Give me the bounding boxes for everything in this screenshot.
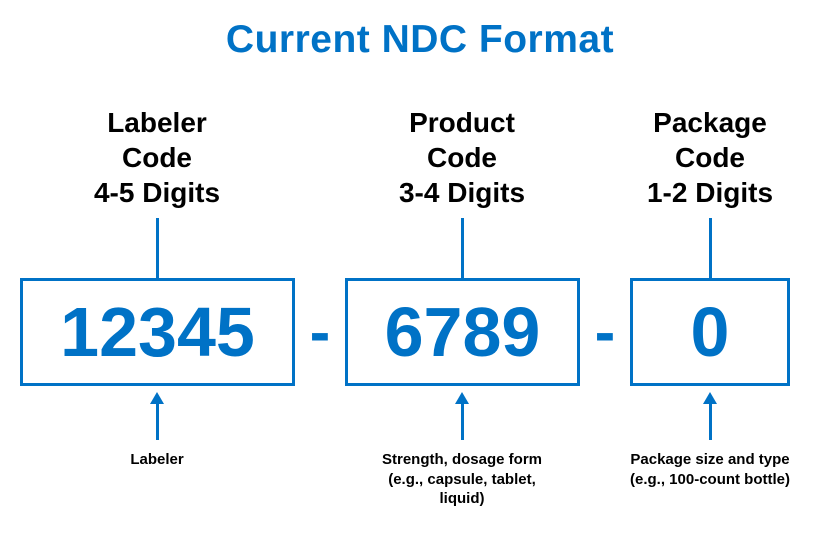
arrowhead-product [455, 392, 469, 404]
arrowhead-labeler [150, 392, 164, 404]
top-connector-labeler [156, 218, 159, 278]
page-title: Current NDC Format [0, 0, 840, 62]
bottom-connector-product [461, 402, 464, 440]
code-value-labeler: 12345 [60, 292, 255, 372]
bottom-connector-package [709, 402, 712, 440]
bottom-label-labeler: Labeler [97, 450, 217, 470]
code-box-product: 6789 [345, 278, 580, 386]
code-box-labeler: 12345 [20, 278, 295, 386]
code-row: 12345 - 6789 - 0 [0, 278, 840, 386]
top-label-labeler: Labeler Code 4-5 Digits [57, 105, 257, 210]
bottom-label-product: Strength, dosage form (e.g., capsule, ta… [372, 450, 552, 509]
code-box-package: 0 [630, 278, 790, 386]
arrowhead-package [703, 392, 717, 404]
top-connector-product [461, 218, 464, 278]
code-value-product: 6789 [385, 292, 541, 372]
bottom-label-package: Package size and type (e.g., 100-count b… [630, 450, 790, 489]
dash-1: - [295, 297, 345, 368]
top-label-product: Product Code 3-4 Digits [362, 105, 562, 210]
dash-2: - [580, 297, 630, 368]
top-label-package: Package Code 1-2 Digits [610, 105, 810, 210]
bottom-connector-labeler [156, 402, 159, 440]
code-value-package: 0 [691, 292, 730, 372]
top-connector-package [709, 218, 712, 278]
